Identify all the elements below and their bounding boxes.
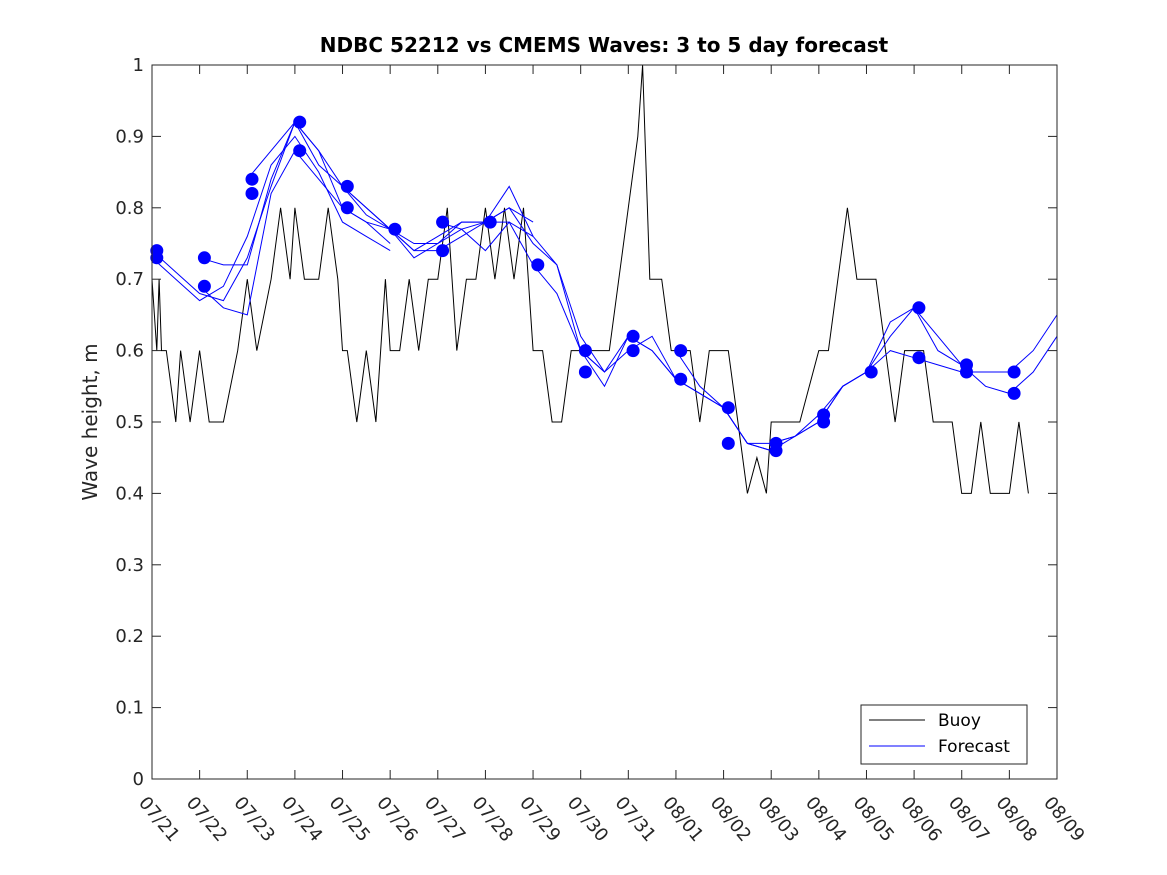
y-tick-label: 0.6 [115, 341, 144, 362]
forecast-marker [912, 301, 926, 315]
y-tick-label: 0.9 [115, 126, 144, 147]
forecast-marker [769, 444, 783, 458]
forecast-marker [1007, 386, 1021, 400]
forecast-marker [531, 258, 545, 272]
forecast-marker [340, 179, 354, 193]
forecast-marker [674, 372, 688, 386]
y-tick-label: 0.1 [115, 698, 144, 719]
forecast-marker [626, 329, 640, 343]
forecast-marker [245, 172, 259, 186]
y-tick-label: 0 [133, 769, 144, 790]
legend: Buoy Forecast [860, 704, 1028, 765]
forecast-marker [293, 144, 307, 158]
forecast-marker [340, 201, 354, 215]
y-tick-label: 0.3 [115, 555, 144, 576]
legend-buoy-label: Buoy [938, 711, 981, 731]
forecast-marker [245, 187, 259, 200]
chart-title: NDBC 52212 vs CMEMS Waves: 3 to 5 day fo… [320, 33, 889, 57]
forecast-marker [1007, 365, 1021, 379]
y-tick-label: 0.8 [115, 198, 144, 219]
y-tick-label: 1 [133, 55, 144, 76]
y-tick-label: 0.2 [115, 626, 144, 647]
forecast-marker [436, 244, 450, 258]
forecast-marker [721, 436, 735, 450]
forecast-marker [864, 365, 878, 379]
legend-forecast-label: Forecast [938, 737, 1010, 757]
y-tick-label: 0.4 [115, 483, 144, 504]
forecast-marker [388, 222, 402, 236]
forecast-marker [960, 365, 973, 379]
forecast-series-line-1 [151, 135, 391, 302]
y-axis-label: Wave height, m [78, 343, 102, 500]
forecast-marker [912, 351, 926, 365]
buoy-series-line [151, 64, 1029, 494]
forecast-series-line-3 [199, 149, 534, 316]
plot-area [150, 64, 1058, 494]
y-tick-label: 0.7 [115, 269, 144, 290]
forecast-marker [293, 115, 307, 129]
forecast-marker [197, 251, 211, 265]
forecast-marker [578, 344, 592, 358]
forecast-marker [721, 401, 735, 415]
forecast-series-line-5 [342, 186, 677, 388]
forecast-marker [817, 415, 831, 429]
forecast-marker [626, 344, 640, 358]
forecast-marker [150, 251, 164, 265]
forecast-marker [578, 365, 592, 379]
legend-box [860, 704, 1028, 765]
y-tick-label: 0.5 [115, 412, 144, 433]
forecast-marker [436, 215, 450, 229]
forecast-marker [483, 215, 497, 229]
forecast-series-line-4 [246, 121, 605, 373]
forecast-marker [674, 344, 688, 358]
forecast-marker [197, 279, 211, 293]
